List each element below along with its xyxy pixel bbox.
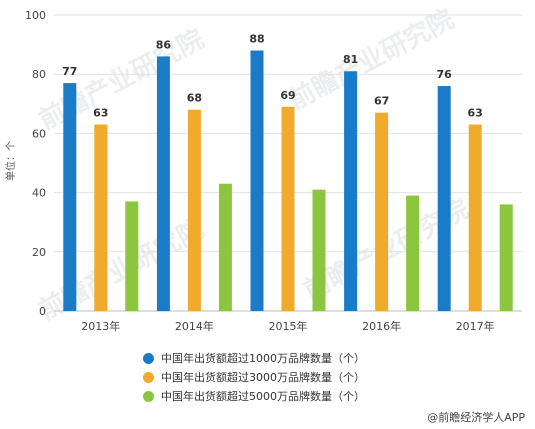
bar-5000 (312, 189, 326, 311)
watermark-text: 前瞻产业研究院 (34, 213, 209, 326)
x-axis-ticks: 2013年 2014年 2015年 2016年 2017年 (81, 319, 494, 333)
legend-item-5000: 中国年出货额超过5000万品牌数量（个） (143, 387, 365, 405)
legend-marker-1000 (143, 352, 154, 364)
data-label: 69 (280, 89, 295, 102)
x-tick-label: 2013年 (81, 319, 120, 333)
data-label: 63 (468, 107, 483, 120)
x-tick-label: 2014年 (175, 319, 214, 333)
bar-5000 (406, 195, 420, 311)
legend-item-1000: 中国年出货额超过1000万品牌数量（个） (143, 349, 365, 367)
data-label: 63 (93, 107, 108, 120)
data-label: 86 (156, 38, 172, 51)
bars: 77 63 86 68 88 69 81 67 76 63 (62, 33, 513, 312)
data-label: 88 (249, 33, 264, 46)
legend: 中国年出货额超过1000万品牌数量（个） 中国年出货额超过3000万品牌数量（个… (143, 349, 365, 406)
bar-chart: 前瞻产业研究院前瞻产业研究院前瞻产业研究院前瞻产业研究院 02040608010… (4, 3, 522, 333)
legend-marker-3000 (143, 371, 154, 383)
bar-1000 (63, 83, 77, 311)
bar-3000 (375, 112, 389, 312)
x-tick-label: 2015年 (269, 319, 308, 333)
legend-item-3000: 中国年出货额超过3000万品牌数量（个） (143, 368, 365, 386)
legend-label-5000: 中国年出货额超过5000万品牌数量（个） (161, 390, 365, 403)
watermark-text: 前瞻产业研究院 (284, 3, 459, 116)
bar-3000 (281, 106, 295, 311)
source-credit: @前瞻经济学人APP (427, 409, 525, 425)
data-label: 81 (343, 53, 358, 66)
y-tick-label: 40 (32, 187, 46, 200)
bar-3000 (187, 109, 201, 311)
credit-text: @前瞻经济学人APP (427, 411, 525, 424)
bar-1000 (344, 71, 358, 312)
y-tick-label: 20 (32, 246, 46, 259)
y-tick-label: 100 (25, 9, 46, 22)
y-axis-label: 单位：个 (4, 141, 17, 181)
bar-1000 (250, 50, 264, 312)
legend-label-3000: 中国年出货额超过3000万品牌数量（个） (161, 371, 365, 384)
bar-5000 (218, 183, 232, 311)
watermark-text: 前瞻产业研究院 (34, 23, 209, 136)
data-label: 67 (374, 95, 389, 108)
y-tick-label: 0 (39, 305, 46, 318)
x-tick-label: 2017年 (456, 319, 495, 333)
legend-marker-5000 (143, 390, 154, 402)
x-tick-label: 2016年 (362, 319, 401, 333)
bar-3000 (468, 124, 482, 312)
data-label: 77 (62, 65, 77, 78)
legend-label-1000: 中国年出货额超过1000万品牌数量（个） (161, 352, 365, 365)
bar-3000 (94, 124, 108, 312)
y-tick-label: 80 (32, 68, 46, 81)
y-tick-label: 60 (32, 127, 46, 140)
data-label: 68 (187, 92, 202, 105)
bar-5000 (125, 201, 139, 311)
bar-1000 (437, 86, 451, 311)
data-label: 76 (437, 68, 453, 81)
bar-1000 (156, 56, 170, 311)
bar-5000 (499, 204, 513, 311)
y-axis-ticks: 0 20 40 60 80 100 (25, 9, 46, 318)
